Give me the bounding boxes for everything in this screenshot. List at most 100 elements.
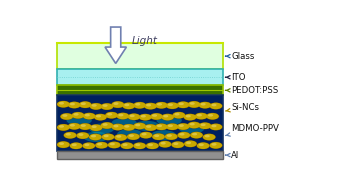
Circle shape [110,143,115,145]
Circle shape [70,103,75,105]
Circle shape [133,143,146,149]
Circle shape [184,141,197,147]
Circle shape [208,114,213,117]
Circle shape [185,115,191,118]
Circle shape [154,134,159,137]
Circle shape [203,134,215,140]
Text: Al: Al [225,151,239,160]
Circle shape [70,143,82,149]
Circle shape [122,124,135,131]
Circle shape [91,135,96,137]
Circle shape [78,133,83,136]
Circle shape [107,113,112,115]
Circle shape [121,143,133,149]
Circle shape [122,103,135,109]
Ellipse shape [66,115,92,125]
Circle shape [168,124,173,127]
Circle shape [171,141,184,148]
Circle shape [57,141,70,148]
Circle shape [101,122,113,129]
Circle shape [176,123,190,130]
Circle shape [70,124,75,127]
Circle shape [196,142,210,149]
Circle shape [111,101,124,108]
Circle shape [77,132,89,139]
Circle shape [199,122,211,129]
Circle shape [94,114,107,121]
Circle shape [209,142,223,149]
Circle shape [209,142,222,149]
Circle shape [138,114,152,121]
Circle shape [146,104,151,106]
Circle shape [166,123,179,130]
Circle shape [211,125,217,127]
Circle shape [79,123,91,130]
Circle shape [72,143,77,146]
Circle shape [209,103,222,109]
Circle shape [179,124,184,127]
Ellipse shape [156,115,182,125]
Circle shape [68,102,81,108]
Circle shape [198,102,212,109]
Ellipse shape [83,132,109,142]
Circle shape [155,123,168,130]
Circle shape [155,102,168,109]
Bar [57,151,223,160]
Ellipse shape [117,129,142,139]
Circle shape [205,135,210,137]
Circle shape [167,134,172,137]
Circle shape [128,114,140,120]
Circle shape [161,114,174,121]
Circle shape [116,135,121,138]
Circle shape [150,113,163,120]
Circle shape [124,104,129,106]
Circle shape [127,113,141,120]
Circle shape [166,123,179,130]
Circle shape [148,143,153,146]
Circle shape [81,124,86,127]
Circle shape [157,125,162,127]
Ellipse shape [179,124,204,134]
Circle shape [78,123,92,130]
Circle shape [135,143,140,146]
Circle shape [111,124,124,130]
Circle shape [89,103,103,110]
Ellipse shape [151,130,176,140]
Circle shape [59,102,64,105]
Circle shape [130,115,135,117]
Circle shape [187,101,201,108]
Circle shape [129,134,134,137]
Circle shape [84,143,89,146]
Circle shape [59,125,64,128]
Circle shape [133,102,146,109]
Circle shape [62,114,68,117]
Circle shape [68,123,81,130]
Circle shape [190,132,203,139]
Circle shape [71,112,85,119]
Circle shape [69,142,83,149]
Circle shape [108,142,121,148]
Circle shape [82,143,95,149]
Circle shape [113,102,118,105]
Circle shape [157,103,162,106]
Circle shape [127,133,140,140]
Circle shape [102,134,114,140]
Circle shape [174,113,180,115]
Circle shape [57,101,70,108]
Text: ITO: ITO [225,73,245,82]
Circle shape [107,142,121,149]
Circle shape [155,124,168,130]
Circle shape [122,124,135,131]
Circle shape [133,102,146,108]
Circle shape [173,142,178,145]
Circle shape [211,104,217,106]
Ellipse shape [89,124,114,134]
Circle shape [188,122,200,128]
Circle shape [101,103,113,110]
Circle shape [82,142,95,149]
Circle shape [85,114,90,116]
Circle shape [74,113,79,116]
Circle shape [186,142,191,144]
Circle shape [177,101,189,108]
Circle shape [187,122,201,129]
